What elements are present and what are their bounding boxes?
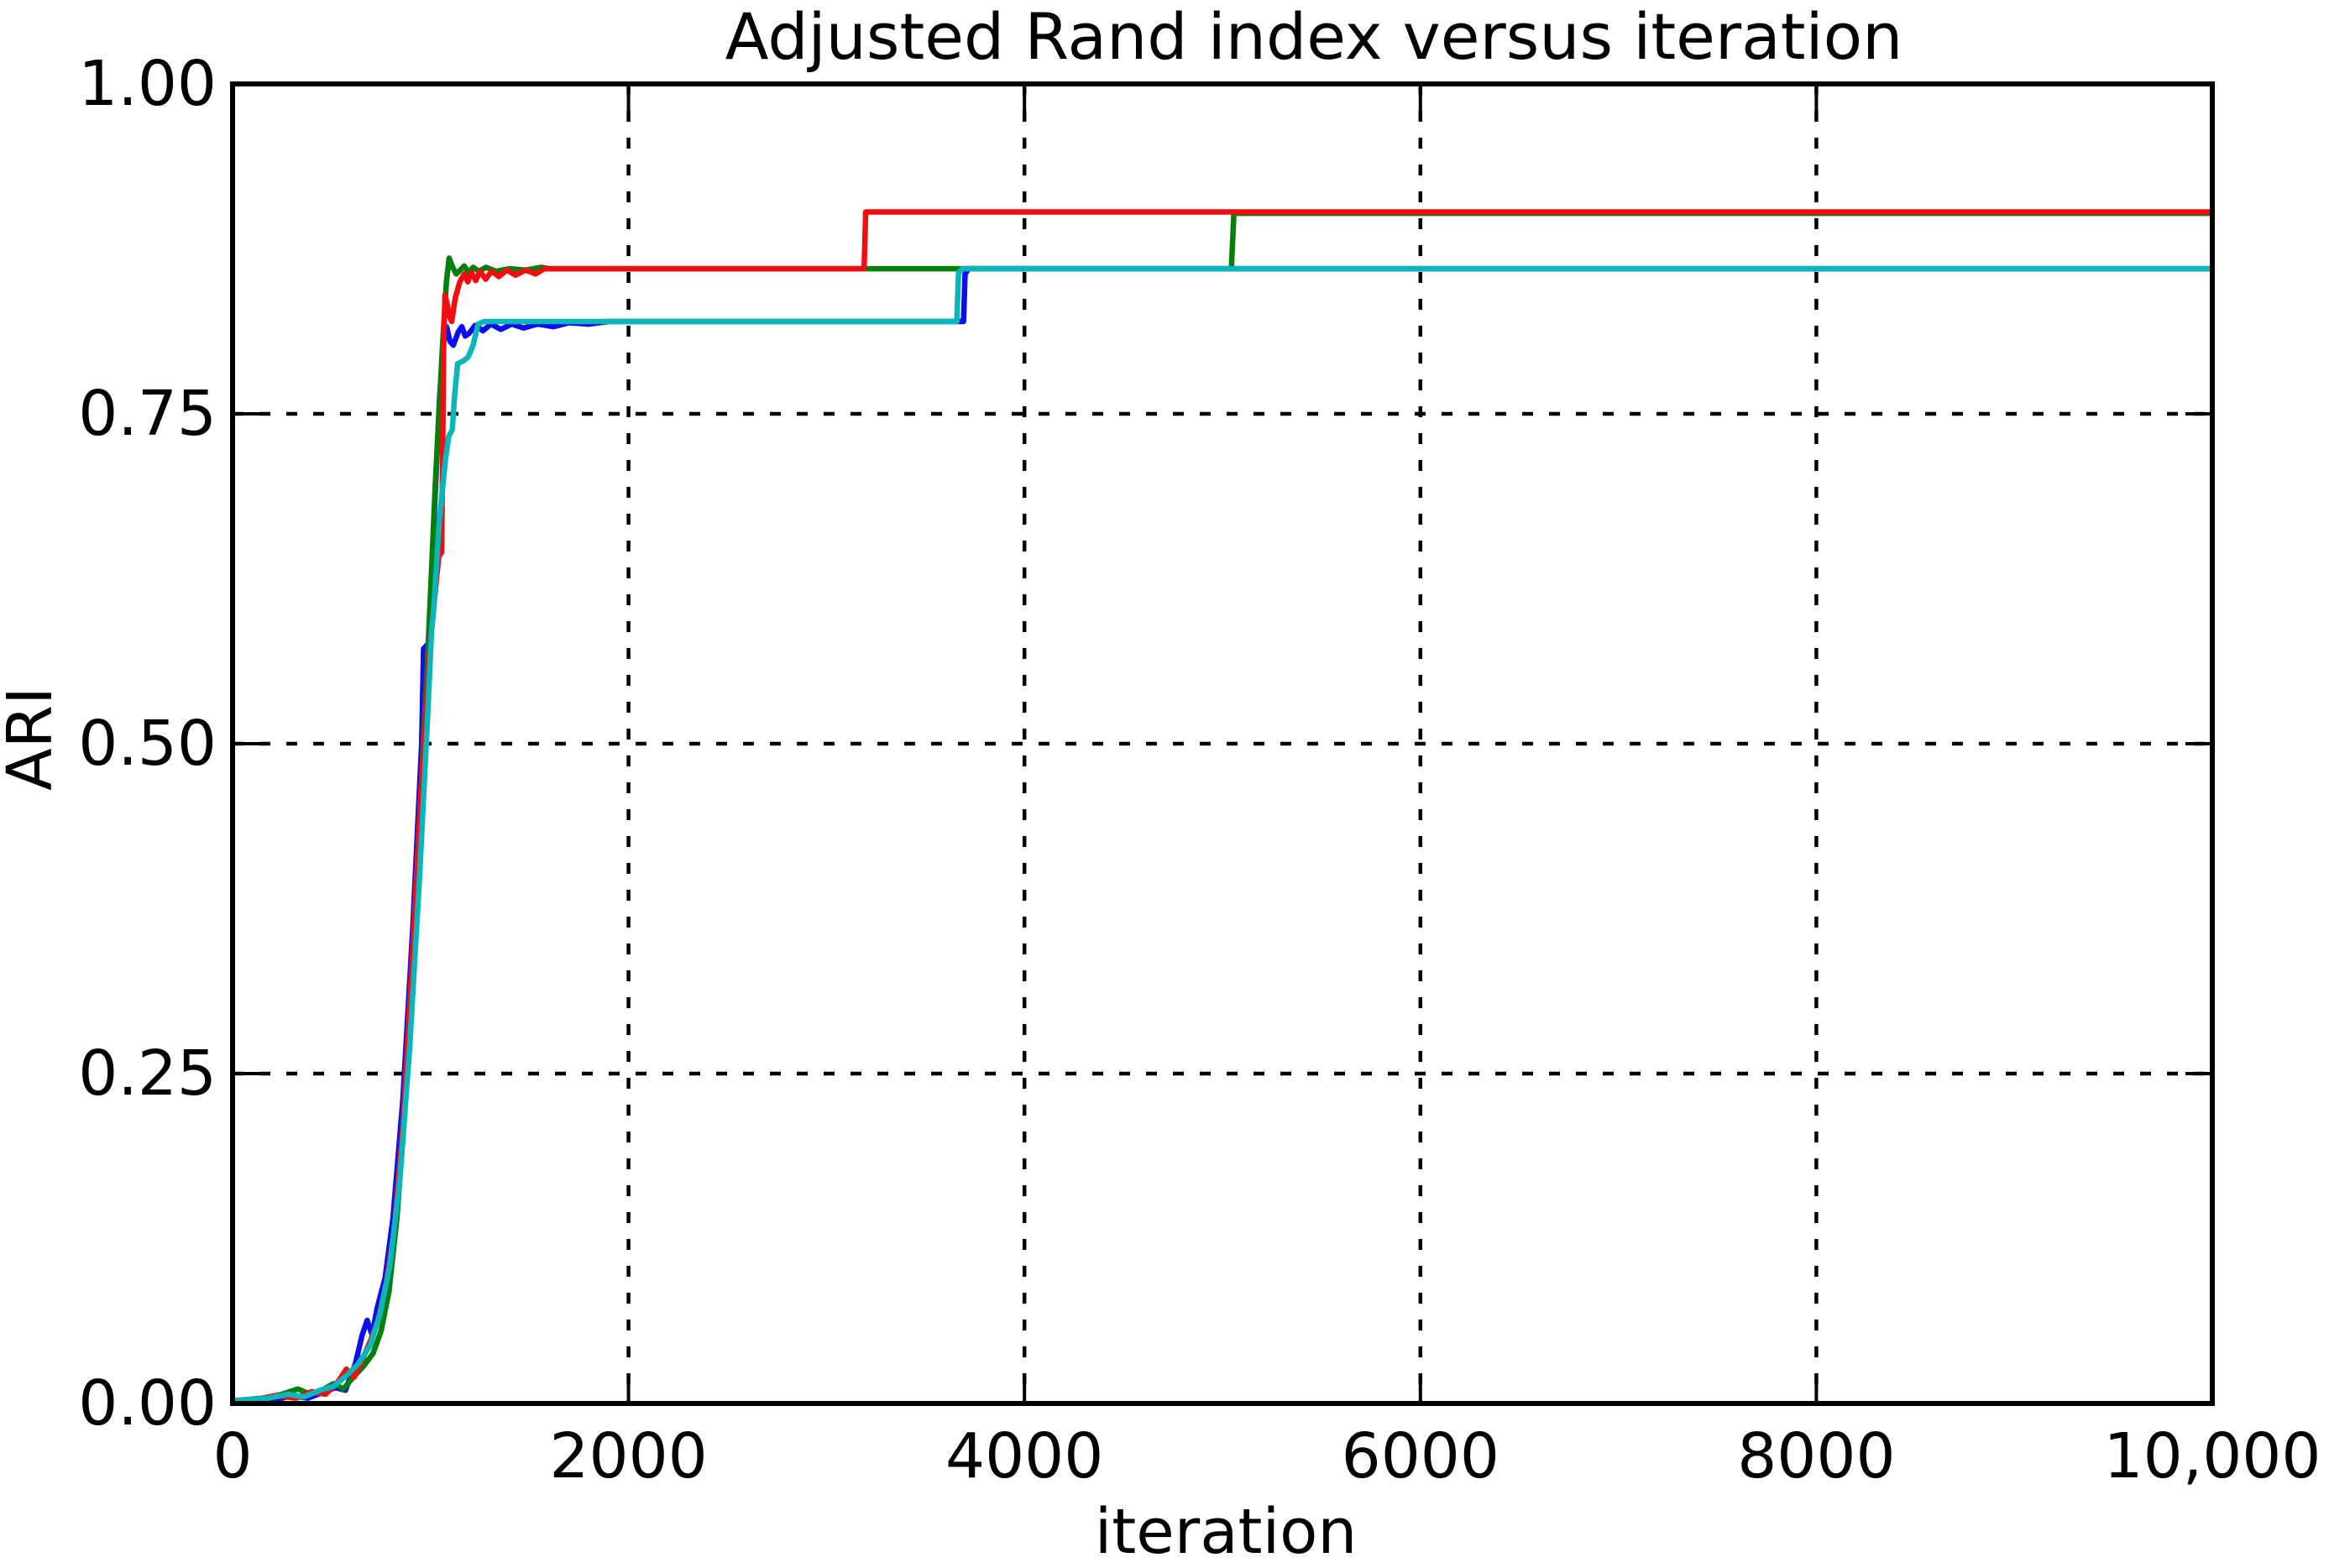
series-line-chain-red	[232, 209, 2212, 1404]
series-line-chain-green	[232, 210, 2212, 1404]
x-tick-label-2000: 2000	[549, 1420, 708, 1492]
x-tick-label-6000: 6000	[1341, 1420, 1499, 1492]
series-line-chain-cyan	[232, 265, 2212, 1404]
x-axis-label: iteration	[1094, 1496, 1358, 1568]
y-tick-label-0.75: 0.75	[78, 378, 217, 450]
y-tick-label-0.25: 0.25	[78, 1037, 217, 1110]
x-tick-label-0: 0	[212, 1420, 253, 1492]
y-tick-label-1.00: 1.00	[78, 48, 217, 120]
axes-frame	[230, 81, 2215, 1406]
y-tick-label-0.50: 0.50	[78, 708, 217, 780]
y-tick-label-0.00: 0.00	[78, 1367, 217, 1440]
x-tick-label-8000: 8000	[1737, 1420, 1896, 1492]
chart-title: Adjusted Rand index versus iteration	[725, 0, 1903, 74]
x-tick-label-10,000: 10,000	[2103, 1420, 2321, 1492]
series-line-chain-blue	[232, 265, 2212, 1404]
x-tick-label-4000: 4000	[945, 1420, 1104, 1492]
